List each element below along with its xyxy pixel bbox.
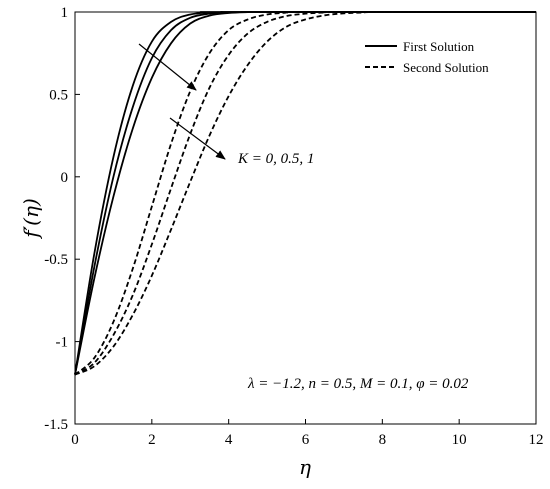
ticks-group: 0 2 4 6 8 10 12 -1.5 -1 -0.5 0 0.5 1 (44, 5, 543, 448)
series-line-second-3 (74, 11, 537, 376)
x-axis-label: η (299, 455, 311, 479)
legend-label-second-solution: Second Solution (403, 60, 489, 75)
y-tick-label: -1.5 (44, 417, 68, 433)
x-tick-label: 0 (71, 432, 79, 448)
k-arrow-dashed (169, 117, 226, 160)
k-arrow-solid (138, 43, 197, 91)
y-axis-label: f′(η) (19, 198, 43, 240)
legend-label-first-solution: First Solution (403, 39, 475, 54)
legend: First Solution Second Solution (365, 39, 489, 75)
series-line-first-3 (74, 11, 537, 375)
y-tick-label: -1 (56, 335, 69, 351)
series-group (74, 11, 537, 376)
x-tick-label: 10 (452, 432, 467, 448)
x-tick-label: 2 (148, 432, 156, 448)
x-tick-label: 12 (529, 432, 544, 448)
series-line-second-1 (74, 11, 537, 376)
y-tick-label: -0.5 (44, 252, 68, 268)
y-tick-label: 1 (61, 5, 69, 21)
x-tick-label: 6 (302, 432, 310, 448)
params-annotation: λ = −1.2, n = 0.5, M = 0.1, φ = 0.02 (247, 376, 469, 392)
x-tick-label: 4 (225, 432, 233, 448)
x-tick-label: 8 (379, 432, 387, 448)
y-tick-label: 0 (61, 170, 69, 186)
k-annotation: K = 0, 0.5, 1 (237, 151, 314, 167)
y-tick-label: 0.5 (49, 87, 68, 103)
series-line-second-2 (74, 11, 537, 376)
